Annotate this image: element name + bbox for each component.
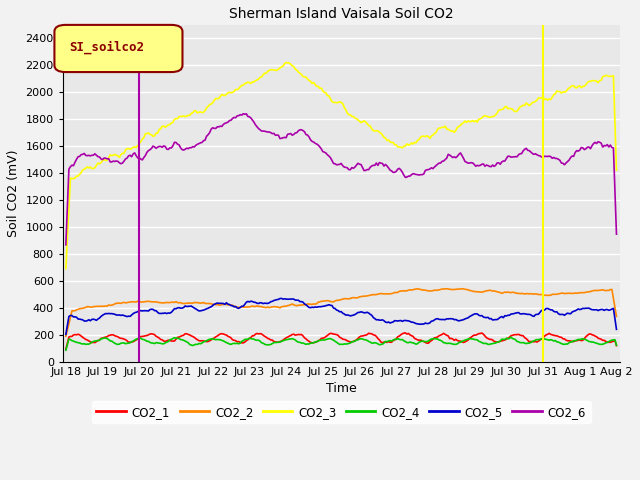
CO2_2: [406, 287, 414, 293]
Title: Sherman Island Vaisala Soil CO2: Sherman Island Vaisala Soil CO2: [229, 7, 454, 21]
CO2_1: [612, 343, 620, 348]
CO2_4: [62, 348, 70, 353]
X-axis label: Time: Time: [326, 382, 356, 395]
CO2_4: [507, 334, 515, 340]
CO2_4: [77, 341, 85, 347]
FancyBboxPatch shape: [54, 25, 182, 72]
CO2_5: [547, 307, 554, 312]
CO2_5: [164, 310, 172, 316]
CO2_4: [612, 342, 620, 348]
CO2_2: [547, 292, 554, 298]
CO2_5: [278, 296, 285, 301]
CO2_2: [376, 291, 383, 297]
CO2_3: [77, 170, 85, 176]
CO2_2: [164, 300, 172, 306]
CO2_1: [77, 333, 85, 339]
CO2_4: [547, 337, 554, 343]
CO2_5: [396, 318, 403, 324]
Line: CO2_1: CO2_1: [66, 333, 616, 349]
Line: CO2_5: CO2_5: [66, 299, 616, 335]
CO2_6: [164, 146, 172, 152]
CO2_6: [239, 111, 247, 117]
Line: CO2_3: CO2_3: [66, 62, 616, 269]
CO2_6: [408, 172, 415, 178]
CO2_4: [376, 342, 383, 348]
CO2_4: [164, 339, 172, 345]
CO2_6: [547, 154, 554, 159]
CO2_3: [612, 168, 620, 173]
CO2_2: [77, 306, 85, 312]
CO2_5: [408, 319, 415, 325]
CO2_3: [377, 130, 385, 136]
CO2_6: [77, 152, 85, 157]
Y-axis label: Soil CO2 (mV): Soil CO2 (mV): [7, 150, 20, 237]
Legend: CO2_1, CO2_2, CO2_3, CO2_4, CO2_5, CO2_6: CO2_1, CO2_2, CO2_3, CO2_4, CO2_5, CO2_6: [92, 401, 591, 423]
CO2_3: [164, 122, 172, 128]
CO2_2: [458, 286, 466, 291]
CO2_5: [377, 317, 385, 323]
CO2_1: [394, 334, 401, 340]
CO2_1: [547, 332, 554, 337]
CO2_1: [164, 337, 172, 343]
CO2_3: [282, 60, 290, 65]
CO2_2: [612, 313, 620, 319]
Line: CO2_4: CO2_4: [66, 337, 616, 350]
CO2_2: [62, 334, 70, 339]
CO2_4: [406, 339, 414, 345]
CO2_5: [77, 317, 85, 323]
CO2_5: [62, 332, 70, 337]
CO2_5: [612, 326, 620, 332]
CO2_4: [394, 336, 401, 342]
CO2_6: [62, 242, 70, 248]
CO2_6: [377, 160, 385, 166]
CO2_1: [401, 330, 409, 336]
CO2_3: [408, 140, 415, 146]
Text: SI_soilco2: SI_soilco2: [70, 41, 145, 55]
CO2_1: [376, 337, 383, 343]
CO2_2: [394, 289, 401, 295]
CO2_1: [408, 333, 415, 338]
Line: CO2_2: CO2_2: [66, 288, 616, 336]
CO2_3: [396, 144, 403, 150]
CO2_3: [547, 96, 554, 102]
CO2_1: [62, 347, 70, 352]
CO2_6: [612, 231, 620, 237]
Line: CO2_6: CO2_6: [66, 114, 616, 245]
CO2_3: [62, 266, 70, 272]
CO2_6: [396, 166, 403, 171]
